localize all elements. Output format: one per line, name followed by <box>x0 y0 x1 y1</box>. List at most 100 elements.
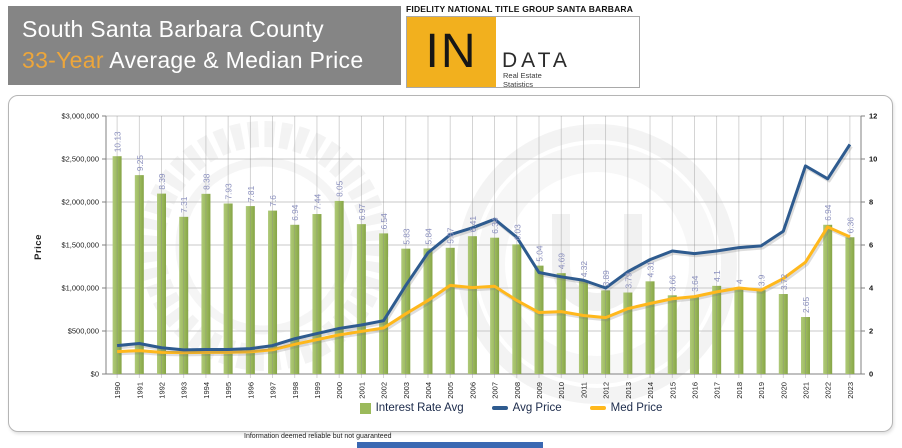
x-axis-year-label: 1996 <box>246 382 255 399</box>
legend-label-interest-rate: Interest Rate Avg <box>375 402 464 414</box>
left-axis-tick-label: $2,500,000 <box>61 155 99 164</box>
x-axis-year-label: 2011 <box>579 382 588 398</box>
legend-item-avg-price: Avg Price <box>491 402 562 414</box>
bar-value-label: 6.94 <box>290 204 300 221</box>
interest-rate-bar <box>134 175 144 374</box>
interest-rate-bar <box>467 236 477 374</box>
disclaimer-text: Information deemed reliable but not guar… <box>244 433 392 440</box>
bar-value-label: 6.36 <box>845 217 855 234</box>
x-axis-year-label: 2016 <box>690 382 699 399</box>
bar-value-label: 5.84 <box>423 228 433 245</box>
bar-value-label: 7.31 <box>179 196 189 213</box>
x-axis-year-label: 2001 <box>357 382 366 399</box>
interest-rate-bar <box>667 295 677 374</box>
legend-item-med-price: Med Price <box>589 402 663 414</box>
brand-logo-data-text: DATA <box>502 49 571 72</box>
x-axis-year-label: 1998 <box>291 382 300 399</box>
right-axis-tick-label: 0 <box>869 370 873 379</box>
brand-logo-sub2: Statistics <box>503 80 534 89</box>
bar-value-label: 2.65 <box>801 296 811 313</box>
report-title-line2: 33-Year Average & Median Price <box>22 47 363 74</box>
bar-value-label: 3.64 <box>690 275 700 292</box>
bar-value-label: 8.05 <box>335 180 345 197</box>
bar-value-label: 6.34 <box>490 217 500 234</box>
interest-rate-bar <box>601 290 611 374</box>
interest-rate-bar <box>512 244 522 374</box>
report-title-line1: South Santa Barbara County <box>22 16 324 42</box>
x-axis-year-label: 1997 <box>269 382 278 399</box>
bar-value-label: 6.41 <box>468 216 478 233</box>
interest-rate-bar <box>490 237 500 374</box>
interest-rate-bar <box>845 237 855 374</box>
bar-value-label: 3.89 <box>601 270 611 287</box>
x-axis-year-label: 1992 <box>158 382 167 399</box>
x-axis-year-label: 2002 <box>380 382 389 399</box>
interest-rate-bar <box>623 292 633 374</box>
report-header: South Santa Barbara County 33-Year Avera… <box>8 6 401 85</box>
interest-rate-bar <box>179 216 189 374</box>
bar-value-label: 6.54 <box>379 213 389 230</box>
interest-rate-bar <box>112 156 122 374</box>
x-axis-year-label: 2023 <box>846 382 855 399</box>
interest-rate-bar <box>778 294 788 374</box>
brand-logo-box: IN DATA Real Estate Statistics <box>406 16 640 88</box>
bar-value-label: 7.44 <box>312 194 322 211</box>
brand-logo-sub1: Real Estate <box>503 71 542 80</box>
bar-value-label: 4.69 <box>557 253 567 270</box>
legend-item-interest-rate: Interest Rate Avg <box>359 402 464 414</box>
left-axis-tick-label: $1,500,000 <box>61 241 99 250</box>
bar-value-label: 6.97 <box>357 204 367 221</box>
interest-rate-bar <box>689 295 699 374</box>
bar-value-label: 8.38 <box>201 173 211 190</box>
x-axis-year-label: 2013 <box>624 382 633 399</box>
watermark-gear-icon <box>139 121 389 371</box>
watermark-emblem-icon <box>457 124 737 404</box>
chart-legend: Interest Rate Avg Avg Price Med Price <box>106 402 861 414</box>
x-axis-year-label: 2012 <box>602 382 611 399</box>
x-axis-year-label: 2018 <box>735 382 744 399</box>
interest-rate-bar <box>334 200 344 374</box>
bar-value-label: 5.83 <box>401 228 411 245</box>
bar-value-label: 6.94 <box>823 204 833 221</box>
x-axis-year-label: 2005 <box>446 382 455 399</box>
bar-value-label: 4.1 <box>712 270 722 282</box>
right-axis-tick-label: 4 <box>869 284 874 293</box>
interest-rate-bar <box>401 248 411 374</box>
med-price-swatch-icon <box>589 406 606 410</box>
x-axis-year-label: 2010 <box>557 382 566 399</box>
bar-value-label: 4.31 <box>646 261 656 278</box>
interest-rate-bar <box>312 214 322 374</box>
x-axis-year-label: 2008 <box>513 382 522 399</box>
bar-value-label: 10.13 <box>113 131 123 152</box>
interest-rate-bar <box>712 285 722 374</box>
med-price-line <box>117 225 851 355</box>
bar-value-label: 3.79 <box>623 272 633 289</box>
bar-value-label: 6.03 <box>512 224 522 241</box>
interest-rate-bar <box>356 224 366 374</box>
interest-rate-bar <box>578 281 588 374</box>
avg-price-swatch-icon <box>491 406 508 410</box>
interest-rate-bar <box>556 273 566 374</box>
med-price-line-shadow <box>118 227 853 357</box>
bar-value-label: 7.93 <box>224 183 234 200</box>
x-axis-year-label: 2000 <box>335 382 344 399</box>
x-axis-year-label: 2014 <box>646 382 655 399</box>
interest-rate-bar <box>268 210 278 374</box>
bar-value-label: 5.87 <box>446 227 456 244</box>
interest-rate-bar <box>379 233 389 374</box>
bar-value-label: 3.72 <box>779 273 789 290</box>
bar-value-label: 4 <box>734 279 744 284</box>
brand-logo-in-text: IN <box>425 25 478 78</box>
x-axis-year-label: 1994 <box>202 382 211 399</box>
x-axis-year-label: 2015 <box>668 382 677 399</box>
right-axis-tick-label: 2 <box>869 327 873 336</box>
x-axis-year-label: 1991 <box>135 382 144 399</box>
legend-label-med-price: Med Price <box>610 402 663 414</box>
bar-value-label: 9.25 <box>135 155 145 172</box>
x-axis-year-label: 2007 <box>491 382 500 399</box>
interest-rate-bar <box>445 247 455 374</box>
interest-rate-bar <box>290 224 300 374</box>
left-axis-tick-label: $1,000,000 <box>61 284 99 293</box>
watermark-u-icon <box>552 214 642 311</box>
